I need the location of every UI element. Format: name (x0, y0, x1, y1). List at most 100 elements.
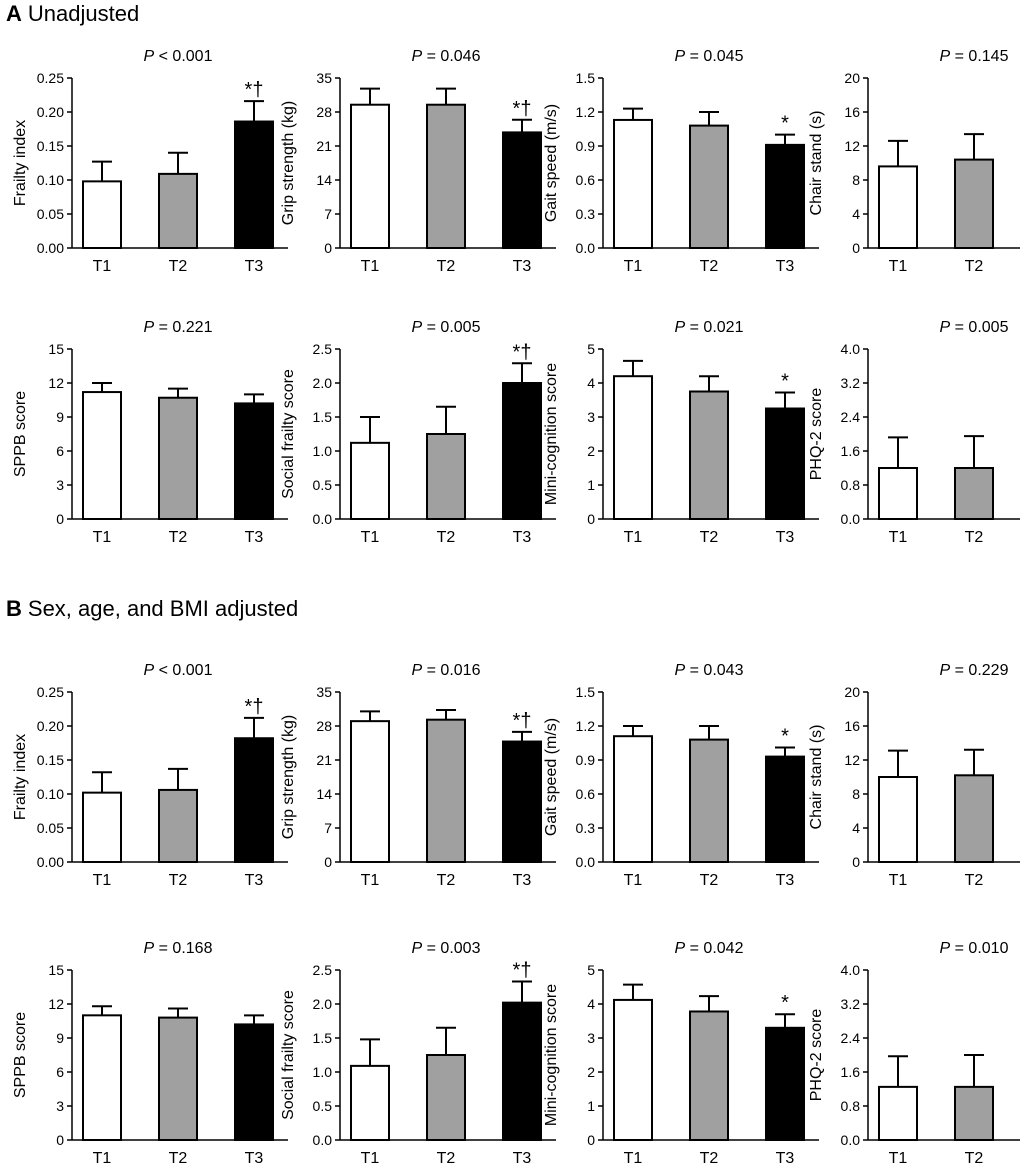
bar-t2 (689, 738, 729, 863)
x-tick-label: T1 (361, 872, 380, 889)
chart-7: P = 0.021 0 1 2 3 4 5 Mini-cognition score T1 T2 T… (543, 319, 819, 546)
y-tick-label: 1.2 (576, 718, 596, 734)
bar-t3 (502, 740, 542, 863)
chart-title: P = 0.005 (940, 319, 1009, 336)
p-value-text: = 0.010 (950, 940, 1008, 957)
p-value-label: P (144, 940, 155, 957)
y-tick-label: 35 (316, 684, 332, 700)
x-tick-label: T2 (965, 529, 984, 546)
x-tick-label: T1 (889, 1150, 908, 1167)
p-value-text: = 0.145 (950, 48, 1008, 65)
x-tick-label: T2 (169, 258, 188, 275)
y-tick-label: 0.00 (37, 854, 64, 870)
x-tick-label: T3 (776, 872, 795, 889)
y-axis-label: Frailty index (12, 734, 29, 820)
chart-title: P = 0.021 (675, 319, 744, 336)
y-tick-label: 0.9 (576, 752, 596, 768)
section-letter-b: B (6, 596, 22, 621)
y-tick-label: 2.4 (841, 409, 861, 425)
y-tick-label: 5 (587, 962, 595, 978)
x-tick-label: T3 (245, 529, 264, 546)
y-tick-label: 0.0 (841, 1132, 861, 1148)
y-tick-label: 0.3 (576, 206, 596, 222)
y-tick-label: 3.2 (841, 996, 861, 1012)
y-tick-label: 4.0 (841, 962, 861, 978)
x-tick-label: T2 (437, 872, 456, 889)
y-tick-label: 0.3 (576, 820, 596, 836)
y-tick-label: 28 (316, 718, 332, 734)
bar-t3 (765, 1026, 805, 1142)
p-value-label: P (144, 319, 155, 336)
y-tick-label: 4 (587, 996, 595, 1012)
x-tick-label: T3 (245, 1150, 264, 1167)
y-tick-label: 0.10 (37, 172, 64, 188)
bar-t2 (954, 1085, 994, 1141)
y-tick-label: 7 (324, 820, 332, 836)
y-tick-label: 0.15 (37, 138, 64, 154)
y-axis-label: Chair stand (s) (808, 725, 825, 830)
chart-13: P = 0.168 0 3 6 9 12 15 SPPB score T1 T2 T3 (12, 940, 288, 1167)
y-tick-label: 2.0 (313, 375, 333, 391)
y-tick-label: 14 (316, 786, 332, 802)
y-tick-label: 0.0 (313, 1132, 333, 1148)
bar-t2 (954, 467, 994, 520)
y-tick-label: 0.05 (37, 206, 64, 222)
bar-t3 (765, 407, 805, 520)
y-axis-label: Mini-cognition score (543, 984, 560, 1126)
y-tick-label: 0.05 (37, 820, 64, 836)
bar-t2 (426, 1054, 466, 1141)
y-tick-label: 9 (56, 1030, 64, 1046)
p-value-text: = 0.229 (950, 662, 1008, 679)
bar-t2 (426, 433, 466, 520)
y-tick-label: 4.0 (841, 341, 861, 357)
y-tick-label: 1.0 (313, 443, 333, 459)
y-tick-label: 6 (56, 443, 64, 459)
bar-t2 (158, 396, 198, 521)
y-tick-label: 4 (852, 206, 860, 222)
p-value-label: P (940, 940, 951, 957)
y-tick-label: 28 (316, 104, 332, 120)
chart-title: P = 0.005 (412, 319, 481, 336)
y-tick-label: 15 (48, 962, 64, 978)
y-tick-label: 0.0 (841, 511, 861, 527)
bar-t3 (502, 382, 542, 520)
y-tick-label: 0 (324, 854, 332, 870)
chart-title: P = 0.046 (412, 48, 481, 65)
p-value-label: P (940, 48, 951, 65)
y-tick-label: 2 (587, 443, 595, 459)
y-axis-label: Social frailty score (280, 990, 297, 1120)
y-tick-label: 21 (316, 138, 332, 154)
x-tick-label: T2 (169, 1150, 188, 1167)
chart-title: P = 0.043 (675, 662, 744, 679)
y-tick-label: 6 (56, 1064, 64, 1080)
p-value-label: P (144, 662, 155, 679)
chart-title: P < 0.001 (144, 48, 213, 65)
bar-t1 (878, 467, 918, 520)
p-value-text: = 0.021 (685, 319, 743, 336)
y-axis-label: PHQ-2 score (808, 388, 825, 481)
y-tick-label: 14 (316, 172, 332, 188)
y-axis-label: PHQ-2 score (808, 1009, 825, 1102)
y-axis-label: Gait speed (m/s) (543, 718, 560, 836)
bar-t2 (954, 158, 994, 250)
x-tick-label: T3 (513, 258, 532, 275)
y-tick-label: 0 (56, 1132, 64, 1148)
p-value-text: = 0.045 (685, 48, 743, 65)
bar-t1 (82, 391, 122, 521)
chart-10: P = 0.016 0 7 14 21 28 35 Grip strength (kg) T1 T… (280, 662, 556, 889)
y-tick-label: 4 (587, 375, 595, 391)
p-value-text: = 0.168 (154, 940, 212, 957)
y-tick-label: 8 (852, 172, 860, 188)
y-axis-label: Mini-cognition score (543, 363, 560, 505)
y-tick-label: 9 (56, 409, 64, 425)
x-tick-label: T1 (93, 529, 112, 546)
y-axis-label: Grip strength (kg) (280, 715, 297, 839)
x-tick-label: T2 (700, 258, 719, 275)
significance-marker: *† (513, 960, 532, 982)
x-tick-label: T1 (889, 258, 908, 275)
y-tick-label: 1.5 (576, 684, 596, 700)
y-tick-label: 16 (844, 718, 860, 734)
x-tick-label: T1 (93, 258, 112, 275)
significance-marker: * (781, 726, 789, 748)
